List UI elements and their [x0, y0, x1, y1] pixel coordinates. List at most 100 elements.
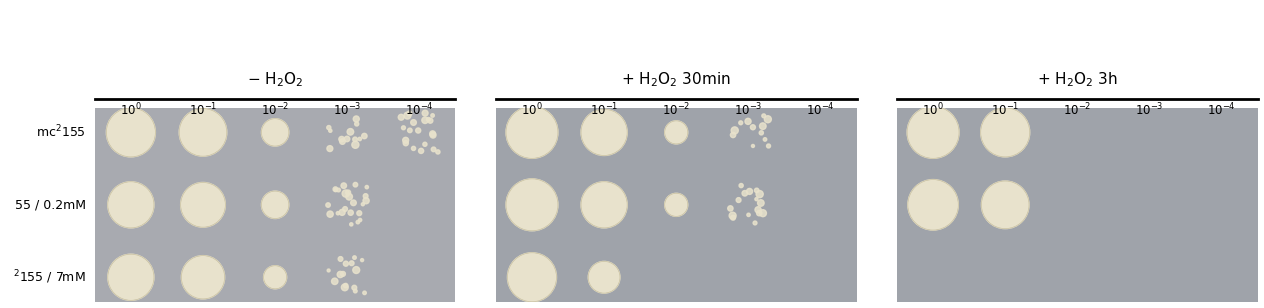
Ellipse shape	[339, 209, 345, 215]
Ellipse shape	[731, 127, 738, 134]
Ellipse shape	[763, 138, 767, 141]
Ellipse shape	[731, 132, 736, 138]
Ellipse shape	[327, 146, 332, 152]
Ellipse shape	[339, 257, 343, 261]
Ellipse shape	[344, 261, 349, 266]
Ellipse shape	[728, 206, 733, 211]
Ellipse shape	[358, 137, 362, 141]
Ellipse shape	[354, 289, 358, 293]
Ellipse shape	[341, 284, 348, 291]
Ellipse shape	[757, 210, 762, 216]
Ellipse shape	[107, 182, 154, 228]
Ellipse shape	[334, 188, 337, 192]
Ellipse shape	[431, 114, 435, 117]
Ellipse shape	[762, 114, 766, 118]
Text: $10^0$: $10^0$	[120, 102, 142, 118]
Ellipse shape	[507, 253, 556, 302]
Ellipse shape	[908, 180, 958, 230]
Ellipse shape	[739, 184, 743, 188]
Ellipse shape	[327, 211, 334, 217]
Ellipse shape	[179, 109, 226, 156]
Ellipse shape	[363, 194, 368, 198]
Ellipse shape	[404, 112, 411, 119]
Ellipse shape	[908, 106, 959, 158]
Ellipse shape	[339, 136, 344, 142]
Ellipse shape	[423, 142, 427, 146]
Ellipse shape	[431, 147, 436, 152]
Text: $+$ H$_2$O$_2$ 30min: $+$ H$_2$O$_2$ 30min	[622, 71, 731, 89]
Ellipse shape	[747, 188, 752, 194]
Text: $10^{-1}$: $10^{-1}$	[590, 102, 618, 118]
Ellipse shape	[422, 110, 428, 116]
Ellipse shape	[332, 187, 337, 192]
Ellipse shape	[981, 108, 1030, 157]
Ellipse shape	[360, 259, 364, 261]
Ellipse shape	[349, 261, 354, 265]
Ellipse shape	[760, 123, 766, 129]
Ellipse shape	[262, 119, 289, 146]
Ellipse shape	[738, 121, 743, 125]
Ellipse shape	[365, 185, 369, 189]
Ellipse shape	[430, 132, 436, 138]
Ellipse shape	[731, 215, 736, 220]
Ellipse shape	[588, 261, 619, 293]
Ellipse shape	[337, 271, 344, 278]
Ellipse shape	[751, 144, 755, 148]
Ellipse shape	[755, 198, 758, 201]
Ellipse shape	[351, 141, 359, 148]
Ellipse shape	[353, 267, 360, 274]
Ellipse shape	[430, 131, 436, 137]
Text: $10^{-2}$: $10^{-2}$	[1063, 102, 1092, 118]
Ellipse shape	[355, 122, 359, 126]
Ellipse shape	[329, 129, 332, 132]
Ellipse shape	[336, 188, 340, 192]
Ellipse shape	[181, 256, 225, 299]
Ellipse shape	[326, 203, 330, 207]
Ellipse shape	[356, 211, 362, 216]
Ellipse shape	[751, 125, 756, 130]
Ellipse shape	[418, 148, 423, 153]
Ellipse shape	[353, 256, 356, 259]
Ellipse shape	[344, 136, 350, 142]
Ellipse shape	[436, 150, 440, 154]
Ellipse shape	[665, 193, 688, 216]
Ellipse shape	[107, 254, 154, 300]
Ellipse shape	[755, 207, 761, 213]
Ellipse shape	[350, 223, 353, 226]
Ellipse shape	[760, 131, 763, 135]
Text: $10^{-1}$: $10^{-1}$	[991, 102, 1020, 118]
Text: $10^0$: $10^0$	[521, 102, 542, 118]
Ellipse shape	[348, 210, 354, 215]
Text: mc$^2$155: mc$^2$155	[37, 124, 86, 141]
Ellipse shape	[344, 283, 348, 288]
Ellipse shape	[402, 126, 406, 130]
Ellipse shape	[359, 218, 362, 222]
Text: $10^{-2}$: $10^{-2}$	[662, 102, 690, 118]
Ellipse shape	[351, 285, 356, 290]
Ellipse shape	[742, 191, 747, 196]
Ellipse shape	[744, 118, 751, 124]
Ellipse shape	[353, 182, 358, 187]
Text: $10^{-1}$: $10^{-1}$	[188, 102, 217, 118]
Ellipse shape	[407, 111, 412, 116]
Ellipse shape	[412, 146, 416, 151]
Ellipse shape	[411, 120, 416, 125]
Ellipse shape	[426, 117, 430, 121]
Ellipse shape	[765, 116, 771, 123]
Ellipse shape	[403, 140, 408, 146]
Ellipse shape	[340, 139, 345, 144]
Ellipse shape	[581, 182, 627, 228]
Ellipse shape	[262, 191, 289, 218]
Ellipse shape	[760, 210, 766, 217]
Ellipse shape	[363, 198, 369, 204]
Text: $10^{-3}$: $10^{-3}$	[332, 102, 362, 118]
Text: $10^{-3}$: $10^{-3}$	[1135, 102, 1164, 118]
Ellipse shape	[755, 188, 758, 192]
Text: 55 / 0.2mM: 55 / 0.2mM	[15, 198, 86, 211]
Ellipse shape	[343, 207, 348, 211]
Ellipse shape	[353, 137, 358, 142]
Ellipse shape	[407, 128, 412, 133]
Ellipse shape	[336, 212, 340, 215]
Ellipse shape	[350, 200, 356, 206]
Ellipse shape	[403, 137, 408, 143]
